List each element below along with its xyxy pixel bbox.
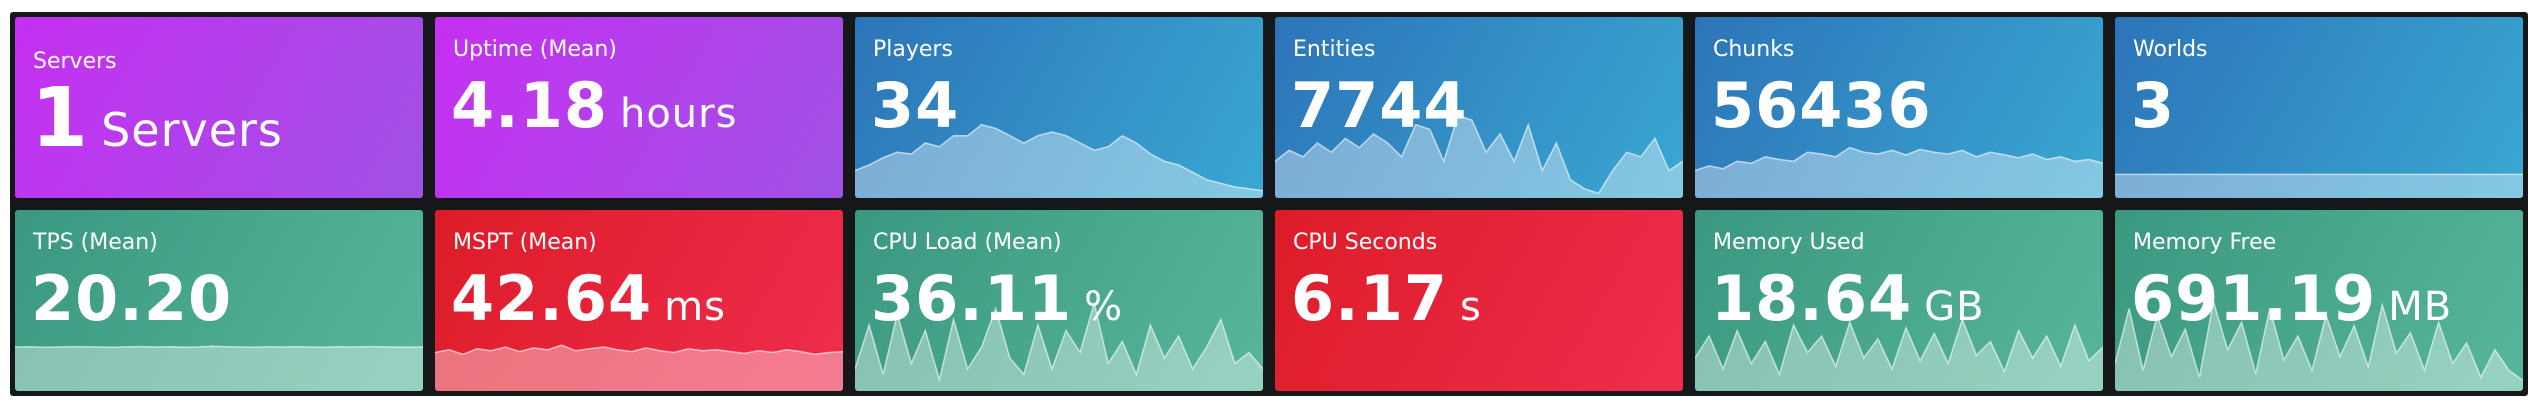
- value-number: 34: [871, 69, 960, 142]
- panel-title: Memory Used: [1713, 230, 1865, 255]
- sparkline-area: [15, 346, 423, 391]
- panel-title: Worlds: [2133, 37, 2208, 62]
- sparkline: [1695, 146, 2103, 198]
- panel-title: Memory Free: [2133, 230, 2277, 255]
- sparkline-area: [1695, 147, 2103, 198]
- dashboard: Servers 1 Servers Uptime (Mean) 4.18 hours Pla…: [10, 12, 2528, 396]
- value-unit: GB: [1924, 284, 1985, 330]
- stat-panel: Memory Used 18.64 GB: [1695, 210, 2103, 391]
- panel-value: 56436: [1711, 69, 1932, 142]
- panel-value: 6.17 s: [1291, 262, 1482, 335]
- sparkline: [15, 345, 423, 391]
- panel-title: Servers: [33, 49, 117, 74]
- panel-value: 1 Servers: [31, 71, 283, 166]
- sparkline-line: [1695, 146, 2103, 172]
- panel-value: 7744: [1291, 69, 1468, 142]
- stat-panel: TPS (Mean) 20.20: [15, 210, 423, 391]
- stat-panel: Chunks 56436: [1695, 17, 2103, 198]
- stat-panel: Entities 7744: [1275, 17, 1683, 198]
- sparkline-line: [435, 344, 843, 356]
- sparkline-line: [1695, 317, 2103, 377]
- sparkline-area: [2115, 301, 2523, 391]
- panel-title: Chunks: [1713, 37, 1795, 62]
- value-unit: hours: [619, 91, 738, 137]
- sparkline-area: [1695, 319, 2103, 391]
- sparkline-line: [15, 345, 423, 349]
- value-number: 3: [2131, 69, 2176, 142]
- value-number: 691.19: [2131, 262, 2377, 335]
- sparkline: [1695, 317, 2103, 391]
- panel-value: 18.64 GB: [1711, 262, 1985, 335]
- panel-value: 36.11%: [871, 262, 1123, 335]
- stat-panel: Worlds 3: [2115, 17, 2523, 198]
- value-number: 7744: [1291, 69, 1468, 142]
- value-unit: Servers: [101, 103, 283, 157]
- value-number: 56436: [1711, 69, 1932, 142]
- panel-title: Players: [873, 37, 953, 62]
- stat-panel: Servers 1 Servers: [15, 17, 423, 198]
- value-number: 4.18: [451, 69, 608, 142]
- value-number: 42.64: [451, 262, 653, 335]
- panel-title: TPS (Mean): [33, 230, 158, 255]
- sparkline: [855, 123, 1263, 198]
- panel-title: CPU Seconds: [1293, 230, 1438, 255]
- value-number: 1: [31, 71, 90, 166]
- stat-panel: CPU Seconds 6.17 s: [1275, 210, 1683, 391]
- stat-panel: MSPT (Mean) 42.64 ms: [435, 210, 843, 391]
- stat-panel: Uptime (Mean) 4.18 hours: [435, 17, 843, 198]
- stat-panel: CPU Load (Mean) 36.11%: [855, 210, 1263, 391]
- value-number: 20.20: [31, 262, 233, 335]
- panel-value: 3: [2131, 69, 2175, 142]
- panel-value: 42.64 ms: [451, 262, 726, 335]
- sparkline: [435, 344, 843, 391]
- value-number: 6.17: [1291, 262, 1448, 335]
- sparkline: [2115, 173, 2523, 198]
- panel-title: CPU Load (Mean): [873, 230, 1062, 255]
- sparkline: [2115, 301, 2523, 391]
- panel-title: Uptime (Mean): [453, 37, 617, 62]
- sparkline-area: [2115, 174, 2523, 198]
- sparkline: [855, 302, 1263, 391]
- sparkline-line: [855, 302, 1263, 383]
- value-unit: %: [1084, 284, 1124, 330]
- panel-value: 4.18 hours: [451, 69, 737, 142]
- value-number: 36.11: [871, 262, 1073, 335]
- panel-title: MSPT (Mean): [453, 230, 597, 255]
- sparkline-line: [1275, 114, 1683, 195]
- value-number: 18.64: [1711, 262, 1913, 335]
- sparkline-area: [435, 345, 843, 391]
- sparkline-line: [2115, 301, 2523, 382]
- stat-panel: Memory Free 691.19 MB: [2115, 210, 2523, 391]
- value-unit: MB: [2388, 284, 2453, 330]
- stat-panel: Players 34: [855, 17, 1263, 198]
- value-unit: ms: [664, 284, 726, 330]
- sparkline-line: [855, 123, 1263, 192]
- sparkline-area: [855, 303, 1263, 391]
- panel-value: 34: [871, 69, 959, 142]
- sparkline-area: [855, 124, 1263, 198]
- sparkline: [1275, 114, 1683, 198]
- value-unit: s: [1459, 284, 1482, 330]
- panel-title: Entities: [1293, 37, 1376, 62]
- panel-value: 20.20: [31, 262, 232, 335]
- panel-value: 691.19 MB: [2131, 262, 2452, 335]
